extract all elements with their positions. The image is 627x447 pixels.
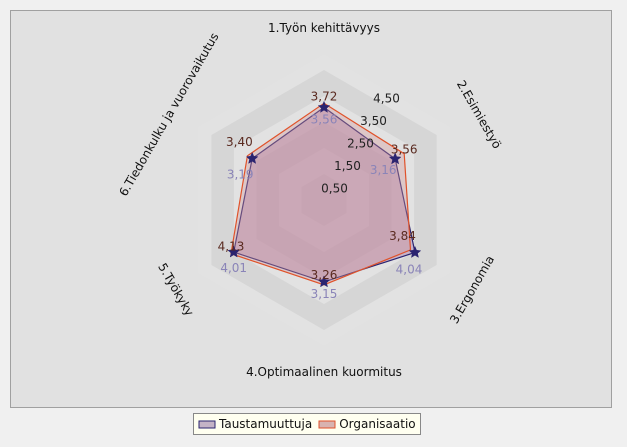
axis-label-1: 1.Työn kehittävyys [268, 21, 380, 35]
legend-label-organisaatio: Organisaatio [339, 417, 416, 431]
data-label-organisaatio: 4,13 [218, 240, 245, 254]
data-point-taustamuuttuja [317, 100, 331, 113]
axis-label-5: 5.Työkyky [155, 261, 196, 319]
data-point-taustamuuttuja [227, 245, 241, 258]
data-label-organisaatio: 3,56 [391, 143, 418, 157]
data-label-organisaatio: 3,84 [389, 229, 416, 243]
data-label-taustamuuttuja: 3,15 [311, 287, 338, 301]
axis-label-2: 2.Esimiestyö [454, 78, 504, 151]
data-point-taustamuuttuja [408, 245, 422, 258]
data-label-taustamuuttuja: 3,19 [227, 168, 254, 182]
data-point-taustamuuttuja [317, 275, 331, 288]
legend-label-taustamuuttuja: Taustamuuttuja [219, 417, 313, 431]
data-label-organisaatio: 3,26 [311, 268, 338, 282]
legend-item-taustamuuttuja: Taustamuuttuja [198, 417, 312, 431]
data-label-organisaatio: 3,72 [311, 89, 338, 103]
radial-tick-label: 4,50 [373, 92, 400, 106]
radar-chart: 0,50 1,50 2,50 3,50 4,50 3,56 3,16 4,04 3,15 4,01… [116, 21, 504, 379]
radial-tick-label: 0,50 [321, 182, 348, 196]
data-label-taustamuuttuja: 3,56 [311, 112, 338, 126]
legend-swatch-taustamuuttuja [198, 420, 216, 429]
radial-tick-label: 3,50 [360, 114, 387, 128]
data-label-taustamuuttuja: 4,04 [396, 263, 423, 277]
radial-tick-label: 1,50 [334, 159, 361, 173]
data-label-taustamuuttuja: 4,01 [220, 261, 247, 275]
axis-label-4: 4.Optimaalinen kuormitus [246, 365, 402, 379]
data-point-taustamuuttuja [388, 152, 402, 165]
radial-tick-label: 2,50 [347, 137, 374, 151]
legend-swatch-organisaatio [318, 420, 336, 429]
data-label-organisaatio: 3,40 [226, 135, 253, 149]
data-point-taustamuuttuja [245, 151, 259, 164]
data-label-taustamuuttuja: 3,16 [370, 163, 397, 177]
axis-label-3: 3.Ergonomia [447, 253, 497, 326]
legend: Taustamuuttuja Organisaatio [193, 413, 421, 435]
legend-item-organisaatio: Organisaatio [318, 417, 416, 431]
